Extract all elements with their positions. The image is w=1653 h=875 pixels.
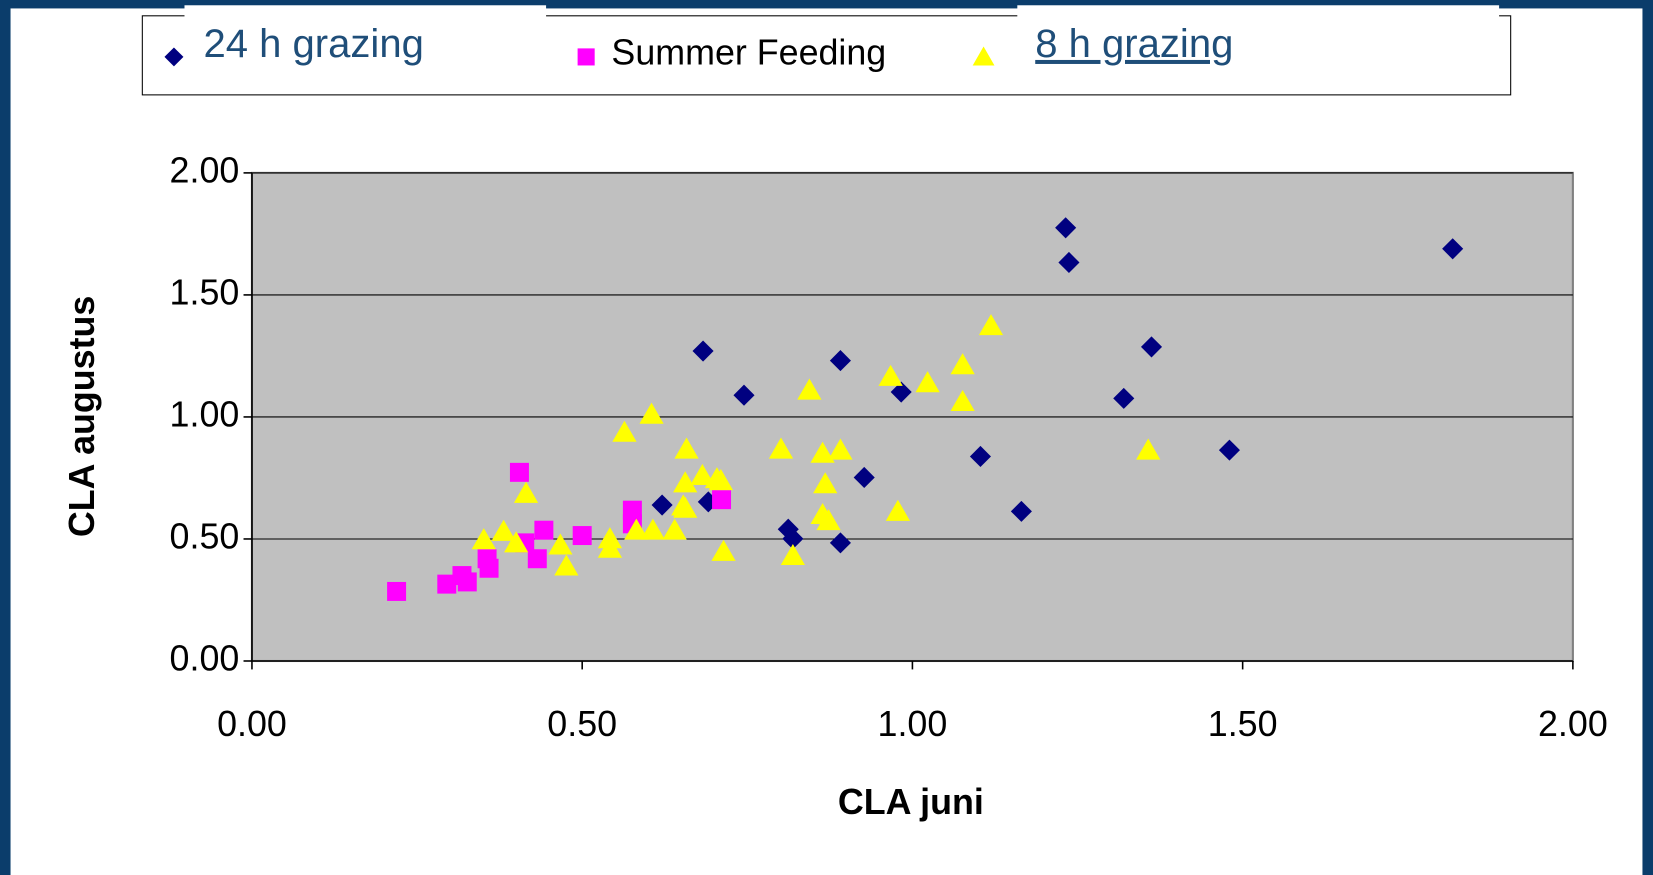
legend-marker: [972, 46, 995, 66]
point: [513, 481, 539, 503]
point: [780, 543, 805, 566]
point: [612, 420, 637, 442]
point: [471, 528, 496, 550]
legend-marker: [577, 48, 595, 66]
point: [651, 494, 673, 516]
point: [491, 519, 516, 541]
point: [978, 314, 1004, 336]
point: [885, 499, 911, 521]
point: [969, 445, 991, 468]
y-tick-label: 0.00: [170, 638, 240, 678]
point: [813, 472, 838, 494]
point: [711, 539, 736, 561]
point: [387, 581, 407, 601]
x-tick-label: 0.00: [217, 704, 287, 744]
legend-label: 8 h grazing: [1035, 22, 1233, 66]
point: [457, 572, 477, 592]
point: [639, 402, 664, 424]
point: [479, 558, 499, 578]
point: [534, 520, 554, 540]
point: [504, 531, 529, 553]
x-tick-label: 2.00: [1538, 704, 1608, 744]
x-tick-label: 1.50: [1208, 704, 1278, 744]
point: [572, 526, 592, 546]
y-tick-label: 1.50: [170, 272, 240, 312]
legend-label: Summer Feeding: [611, 32, 886, 72]
x-axis-label: CLA juni: [838, 782, 984, 822]
y-tick-label: 0.50: [170, 516, 240, 556]
y-tick-label: 2.00: [170, 150, 240, 190]
point: [816, 509, 841, 531]
point: [1113, 387, 1135, 409]
point: [950, 353, 975, 375]
y-tick-label: 1.00: [170, 394, 240, 434]
point: [782, 528, 804, 550]
point: [829, 532, 851, 554]
legend-patch: [184, 5, 547, 74]
point: [548, 533, 573, 555]
point: [662, 518, 687, 540]
point: [810, 441, 835, 463]
legend-patch: [1017, 5, 1500, 74]
legend-marker: [164, 47, 184, 67]
x-tick-label: 0.50: [547, 704, 617, 744]
legend-label: 24 h grazing: [203, 22, 423, 66]
point: [527, 549, 547, 569]
point: [878, 364, 903, 386]
point: [828, 438, 853, 460]
y-axis-label: CLA augustus: [62, 296, 102, 538]
point: [768, 437, 794, 459]
x-tick-label: 1.00: [878, 704, 948, 744]
point: [915, 371, 940, 393]
point: [554, 554, 579, 576]
point: [797, 378, 822, 400]
point: [673, 471, 698, 493]
point: [712, 490, 732, 510]
point: [624, 518, 649, 540]
point: [829, 350, 851, 372]
point: [509, 462, 529, 482]
point: [1055, 217, 1077, 239]
point: [733, 384, 755, 406]
point: [1010, 500, 1032, 522]
point: [673, 496, 698, 518]
point: [853, 466, 875, 489]
point: [640, 518, 665, 540]
point: [1136, 438, 1161, 460]
point: [692, 340, 714, 362]
point: [597, 536, 623, 558]
point: [690, 463, 715, 486]
point: [674, 437, 699, 459]
point: [437, 574, 457, 594]
point: [1442, 238, 1464, 260]
point: [708, 469, 734, 491]
point: [890, 381, 912, 403]
point: [950, 389, 975, 412]
